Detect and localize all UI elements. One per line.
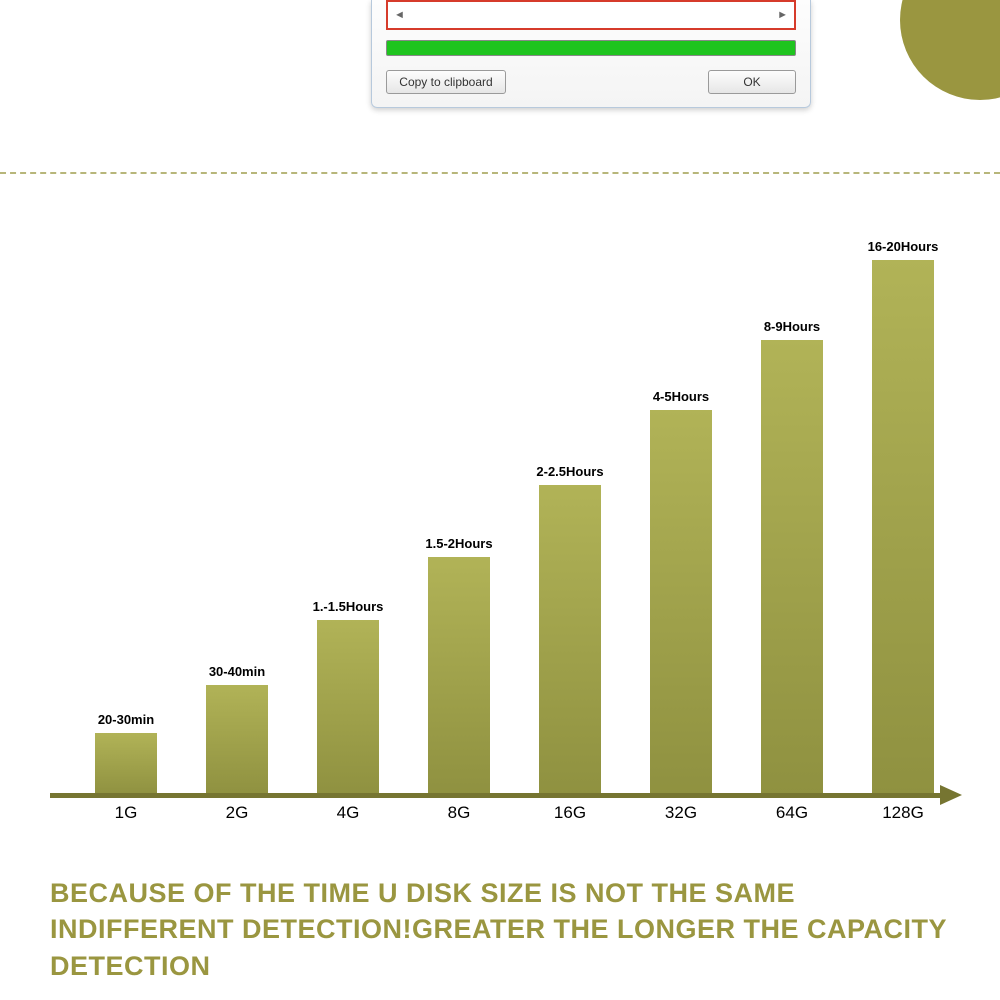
bar-label-1G: 20-30min [71, 712, 181, 727]
x-axis [50, 793, 945, 798]
bar-8G [428, 557, 490, 795]
x-label-1G: 1G [71, 803, 181, 823]
bar-label-32G: 4-5Hours [626, 389, 736, 404]
bar-label-8G: 1.5-2Hours [404, 536, 514, 551]
right-arrow-icon[interactable]: ► [777, 9, 788, 21]
bar-16G [539, 485, 601, 795]
x-label-64G: 64G [737, 803, 847, 823]
bar-128G [872, 260, 934, 795]
corner-accent [900, 0, 1000, 100]
section-divider [0, 172, 1000, 174]
x-label-16G: 16G [515, 803, 625, 823]
bar-label-128G: 16-20Hours [848, 239, 958, 254]
x-label-32G: 32G [626, 803, 736, 823]
bar-label-64G: 8-9Hours [737, 319, 847, 334]
button-row: Copy to clipboard OK [386, 70, 796, 94]
x-label-128G: 128G [848, 803, 958, 823]
left-arrow-icon[interactable]: ◄ [394, 9, 405, 21]
ok-button[interactable]: OK [708, 70, 796, 94]
bar-label-4G: 1.-1.5Hours [293, 599, 403, 614]
bar-2G [206, 685, 268, 795]
x-label-2G: 2G [182, 803, 292, 823]
scroll-box: ◄ ► [386, 0, 796, 30]
bar-4G [317, 620, 379, 795]
caption-text: BECAUSE OF THE TIME U DISK SIZE IS NOT T… [50, 875, 950, 984]
bar-label-2G: 30-40min [182, 664, 292, 679]
bar-32G [650, 410, 712, 795]
x-axis-arrow-icon [940, 785, 962, 805]
capacity-time-chart: 20-30min 30-40min 1.-1.5Hours 1.5-2Hours 2-2… [50, 230, 950, 830]
bar-1G [95, 733, 157, 795]
x-label-8G: 8G [404, 803, 514, 823]
bar-64G [761, 340, 823, 795]
progress-bar [386, 40, 796, 56]
dialog-window: ◄ ► Copy to clipboard OK [371, 0, 811, 108]
copy-button[interactable]: Copy to clipboard [386, 70, 506, 94]
x-label-4G: 4G [293, 803, 403, 823]
bar-label-16G: 2-2.5Hours [515, 464, 625, 479]
